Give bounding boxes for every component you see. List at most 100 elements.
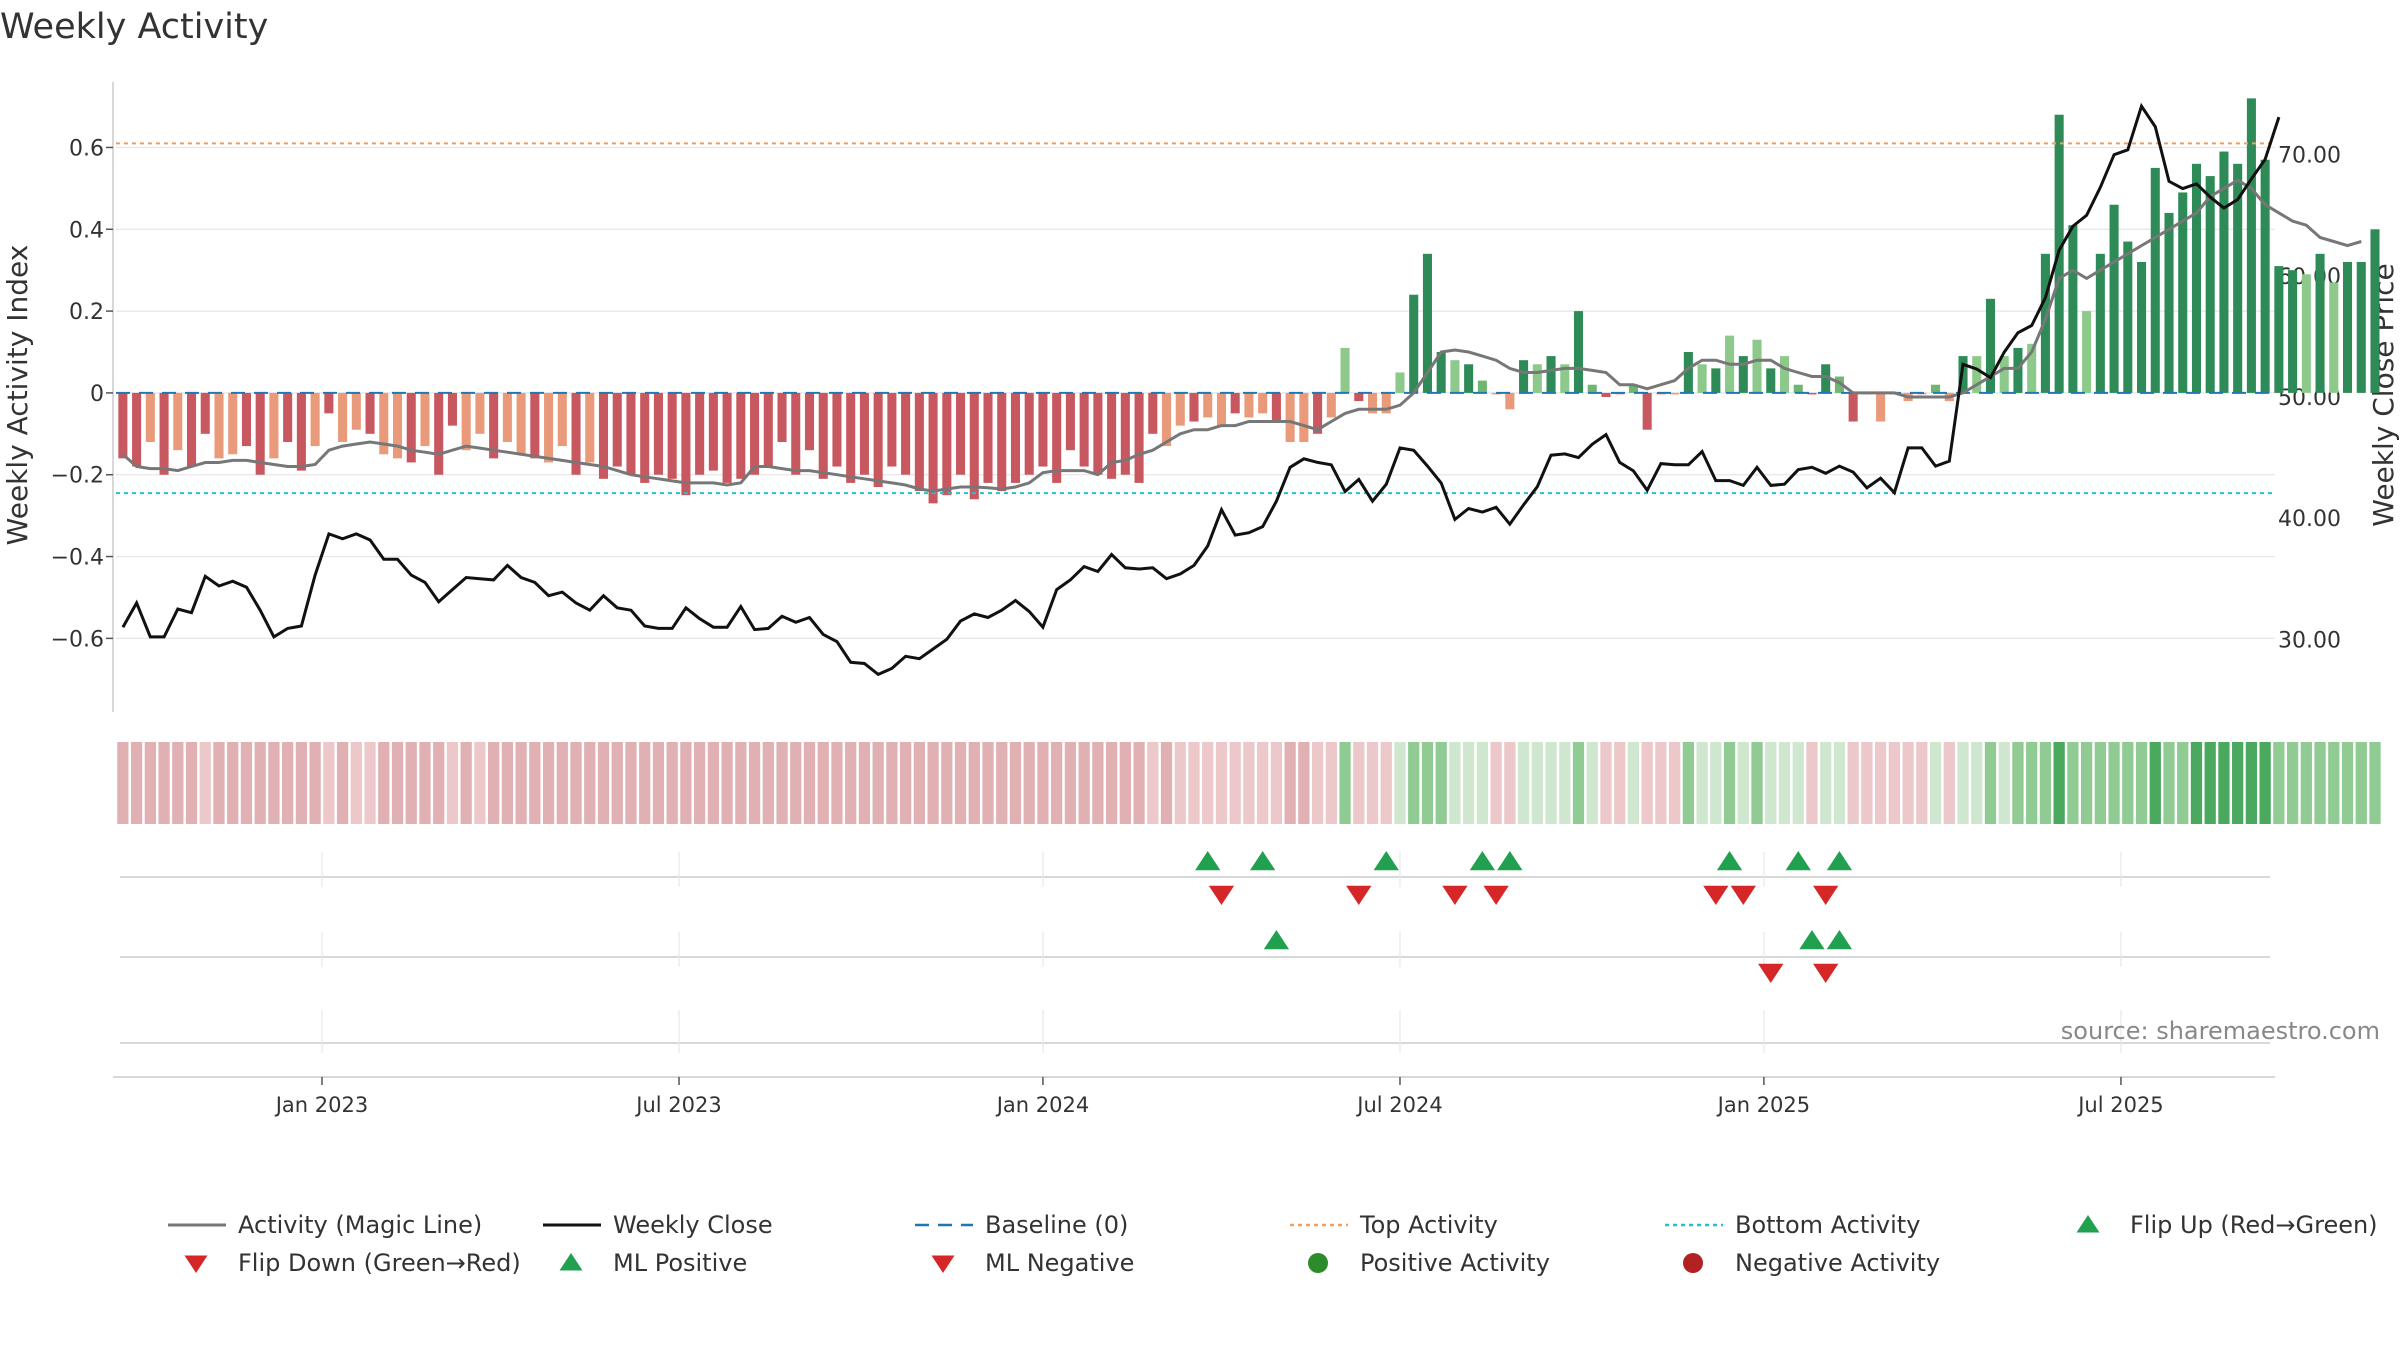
heat-cell — [2355, 742, 2367, 824]
heat-cell — [2039, 742, 2052, 824]
activity-bar — [2301, 274, 2311, 393]
activity-bar — [1230, 392, 1240, 414]
heat-cell — [1311, 742, 1324, 824]
flip-up-marker — [1250, 851, 1276, 871]
activity-bar — [296, 392, 306, 471]
heat-cell — [1380, 742, 1392, 824]
heat-cell — [1614, 742, 1626, 824]
x-tick-label: Jan 2025 — [1716, 1093, 1811, 1117]
activity-bar — [2205, 176, 2215, 393]
x-tick-label: Jul 2024 — [1355, 1093, 1442, 1117]
activity-bar — [145, 392, 155, 442]
heat-cell — [2026, 742, 2038, 824]
heat-cell — [611, 742, 623, 824]
y-tick-label: 0 — [90, 382, 104, 407]
activity-bar — [1821, 364, 1831, 393]
legend-label: Flip Up (Red→Green) — [2130, 1211, 2378, 1239]
heat-cell — [1627, 742, 1640, 824]
heat-cell — [1874, 742, 1887, 824]
activity-bar — [832, 392, 842, 467]
heat-cell — [1119, 742, 1131, 824]
activity-bar — [708, 392, 718, 471]
heat-cell — [2300, 742, 2312, 824]
activity-bar — [1271, 392, 1281, 422]
heat-cell — [1009, 742, 1022, 824]
activity-bar — [2329, 282, 2339, 393]
activity-bar — [653, 392, 663, 475]
x-tick-label: Jul 2023 — [634, 1093, 721, 1117]
heat-cell — [1682, 742, 1694, 824]
heat-cell — [1751, 742, 1763, 824]
heat-cell — [1133, 742, 1145, 824]
activity-bar — [434, 392, 444, 475]
heat-cell — [570, 742, 582, 824]
activity-bar — [873, 392, 883, 487]
activity-bar — [1381, 392, 1391, 414]
activity-bar — [818, 392, 828, 479]
heat-cell — [1366, 742, 1379, 824]
activity-bar — [1326, 392, 1336, 418]
heat-cell — [1778, 742, 1791, 824]
heat-cell — [2328, 742, 2340, 824]
activity-bar — [475, 392, 485, 434]
heat-cell — [1957, 742, 1969, 824]
activity-bar — [956, 392, 966, 475]
activity-bar — [1683, 352, 1693, 393]
activity-bar — [1834, 376, 1844, 393]
heat-cell — [2314, 742, 2326, 824]
activity-bar — [2370, 229, 2380, 393]
activity-bar — [612, 392, 622, 467]
heat-cell — [1820, 742, 1832, 824]
heat-cell — [721, 742, 733, 824]
heat-cell — [1408, 742, 1420, 824]
activity-bar — [1258, 392, 1268, 414]
heat-cell — [1257, 742, 1269, 824]
heat-cell — [446, 742, 459, 824]
heat-cell — [803, 742, 816, 824]
heat-cell — [1902, 742, 1914, 824]
heat-cell — [1270, 742, 1283, 824]
activity-bar — [351, 392, 361, 430]
heat-cell — [144, 742, 156, 824]
activity-bar — [1931, 384, 1941, 393]
activity-bar — [2095, 253, 2105, 393]
legend-swatch-triangle-up — [2076, 1215, 2100, 1233]
activity-bar — [406, 392, 416, 463]
activity-bar — [2233, 163, 2243, 393]
heat-cell — [433, 742, 445, 824]
heat-cell — [405, 742, 417, 824]
heat-cell — [1545, 742, 1557, 824]
activity-bar — [2150, 167, 2160, 393]
heat-cell — [488, 742, 500, 824]
activity-bar — [1532, 364, 1542, 393]
heat-cell — [378, 742, 390, 824]
heat-cell — [1655, 742, 1667, 824]
heat-cell — [1586, 742, 1598, 824]
activity-bar — [1848, 392, 1858, 422]
heat-cell — [1998, 742, 2010, 824]
heat-cell — [694, 742, 706, 824]
heat-cell — [2067, 742, 2079, 824]
activity-bar — [2027, 343, 2037, 393]
heat-cell — [542, 742, 555, 824]
flip-up-marker — [1469, 851, 1496, 871]
heat-cell — [460, 742, 472, 824]
heat-cell — [2259, 742, 2271, 824]
activity-bar — [310, 392, 320, 447]
heat-cell — [2177, 742, 2189, 824]
heat-cell — [1737, 742, 1749, 824]
legend-swatch-triangle-down — [931, 1255, 955, 1273]
heat-cell — [1984, 742, 1997, 824]
activity-bar — [557, 392, 567, 447]
activity-bar — [2246, 98, 2256, 393]
x-tick-label: Jan 2024 — [995, 1093, 1090, 1117]
activity-bars — [118, 98, 2380, 504]
heat-cell — [1861, 742, 1873, 824]
legend-label: ML Positive — [613, 1249, 747, 1277]
activity-bar — [846, 392, 856, 483]
activity-bar — [1505, 392, 1515, 410]
activity-bar — [1766, 368, 1776, 393]
flip-up-marker — [1373, 851, 1399, 871]
heat-cell — [680, 742, 692, 824]
activity-bar — [447, 392, 457, 426]
